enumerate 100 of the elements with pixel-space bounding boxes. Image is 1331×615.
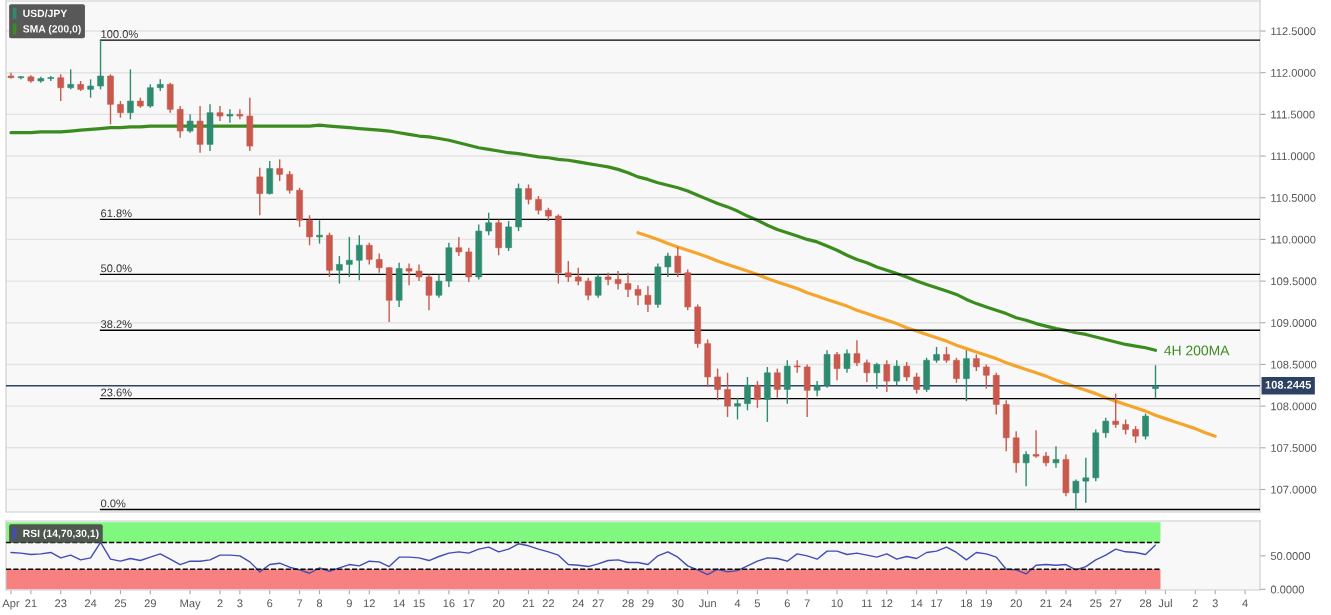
x-tick-label: 8 bbox=[316, 599, 323, 608]
x-tick-label: 27 bbox=[1110, 599, 1122, 608]
x-tick-label: 5 bbox=[754, 599, 761, 608]
x-tick-label: 28 bbox=[1139, 599, 1152, 608]
candlestick bbox=[306, 214, 313, 246]
candlestick bbox=[604, 272, 612, 286]
y-tick-label: 108.0000 bbox=[1271, 402, 1317, 411]
y-tick-label: 108.5000 bbox=[1271, 360, 1317, 369]
candlestick bbox=[1082, 457, 1090, 504]
candlestick bbox=[147, 83, 154, 109]
annotation: 100.0% bbox=[101, 30, 138, 38]
x-tick-label: 16 bbox=[443, 599, 455, 608]
candlestick bbox=[286, 170, 293, 195]
x-tick-label: 19 bbox=[980, 599, 992, 608]
x-tick-label: 9 bbox=[346, 599, 352, 608]
candlestick bbox=[873, 362, 881, 390]
x-tick-label: 11 bbox=[861, 599, 873, 608]
legend-label: USD/JPY bbox=[23, 9, 68, 18]
x-tick-label: 4 bbox=[1242, 599, 1248, 608]
x-tick-label: 24 bbox=[572, 599, 585, 608]
x-tick-label: 14 bbox=[393, 599, 405, 608]
x-tick-label: 17 bbox=[931, 599, 943, 608]
x-tick-label: 12 bbox=[363, 599, 375, 608]
candlestick bbox=[584, 277, 592, 301]
candlestick bbox=[57, 73, 64, 102]
x-tick-label: 20 bbox=[493, 599, 505, 608]
x-tick-label: Apr bbox=[2, 599, 20, 610]
candlestick bbox=[674, 246, 682, 278]
candlestick bbox=[535, 195, 542, 216]
candlestick bbox=[1072, 478, 1080, 511]
x-tick-label: 25 bbox=[1090, 599, 1102, 608]
candlestick bbox=[336, 255, 343, 285]
candlestick bbox=[853, 339, 861, 367]
candlestick bbox=[724, 372, 731, 418]
candlestick bbox=[455, 236, 463, 257]
x-tick-label: 29 bbox=[642, 599, 654, 608]
y-tick-label: 112.0000 bbox=[1271, 68, 1316, 77]
y-tick-label: 107.5000 bbox=[1271, 444, 1317, 452]
y-tick-label: 50.0000 bbox=[1270, 552, 1311, 560]
x-tick-label: 4 bbox=[734, 599, 741, 608]
y-tick-label: 111.0000 bbox=[1271, 152, 1315, 161]
x-tick-label: 3 bbox=[237, 599, 243, 608]
x-tick-label: 22 bbox=[542, 599, 555, 608]
candlestick bbox=[624, 272, 632, 298]
x-tick-label: 14 bbox=[911, 599, 923, 608]
candlestick bbox=[754, 380, 761, 409]
y-tick-label: 111.5000 bbox=[1271, 110, 1315, 119]
x-tick-label: 21 bbox=[522, 599, 535, 608]
x-tick-label: 3 bbox=[1212, 599, 1218, 608]
candlestick bbox=[236, 108, 244, 121]
candlestick bbox=[67, 68, 74, 91]
candlestick bbox=[833, 351, 841, 381]
candlestick bbox=[903, 361, 910, 382]
candlestick bbox=[1032, 429, 1040, 459]
legend-label: SMA (200,0) bbox=[22, 24, 81, 35]
candlestick bbox=[614, 270, 622, 291]
candlestick bbox=[1142, 412, 1149, 441]
candlestick bbox=[316, 219, 323, 245]
x-tick-label: 24 bbox=[84, 599, 97, 608]
x-tick-label: 28 bbox=[622, 599, 634, 608]
x-tick-label: Jul bbox=[1158, 599, 1172, 608]
candlestick bbox=[375, 252, 383, 274]
line-series bbox=[10, 541, 1157, 576]
x-tick-label: 25 bbox=[114, 599, 127, 608]
x-tick-label: 27 bbox=[592, 599, 604, 608]
y-tick-label: 107.0000 bbox=[1271, 485, 1317, 494]
candlestick bbox=[186, 113, 194, 134]
candlestick bbox=[356, 234, 363, 281]
x-tick-label: 17 bbox=[463, 599, 475, 608]
legend-label: RSI (14,70,30,1) bbox=[23, 529, 99, 540]
y-tick-label: 109.5000 bbox=[1271, 277, 1317, 286]
candlestick bbox=[226, 108, 234, 124]
x-tick-label: 12 bbox=[881, 599, 893, 608]
candlestick bbox=[97, 39, 104, 91]
candlestick bbox=[176, 105, 184, 139]
candlestick bbox=[774, 367, 781, 399]
ref-line-label: 108.2445 bbox=[1265, 380, 1312, 389]
x-tick-label: 6 bbox=[784, 599, 790, 608]
candlestick bbox=[594, 273, 602, 299]
candlestick bbox=[644, 285, 652, 313]
x-tick-label: 21 bbox=[1040, 599, 1052, 608]
candlestick bbox=[734, 397, 741, 421]
candlestick bbox=[256, 167, 264, 216]
x-tick-label: 6 bbox=[267, 599, 273, 608]
candlestick bbox=[525, 183, 532, 206]
candlestick bbox=[127, 68, 134, 121]
candlestick bbox=[405, 262, 413, 286]
candlestick bbox=[883, 359, 891, 393]
x-tick-label: 20 bbox=[1010, 599, 1022, 608]
y-tick-label: 109.0000 bbox=[1271, 319, 1317, 327]
candlestick bbox=[366, 242, 373, 266]
x-tick-label: 10 bbox=[831, 599, 843, 608]
x-tick-label: 23 bbox=[55, 599, 67, 608]
x-tick-label: 29 bbox=[144, 599, 156, 608]
candlestick bbox=[1152, 364, 1159, 399]
candlestick bbox=[863, 358, 871, 383]
x-tick-label: 18 bbox=[961, 599, 973, 608]
candlestick bbox=[784, 359, 791, 405]
candlestick bbox=[744, 376, 751, 411]
y-tick-label: 110.0000 bbox=[1271, 235, 1316, 244]
